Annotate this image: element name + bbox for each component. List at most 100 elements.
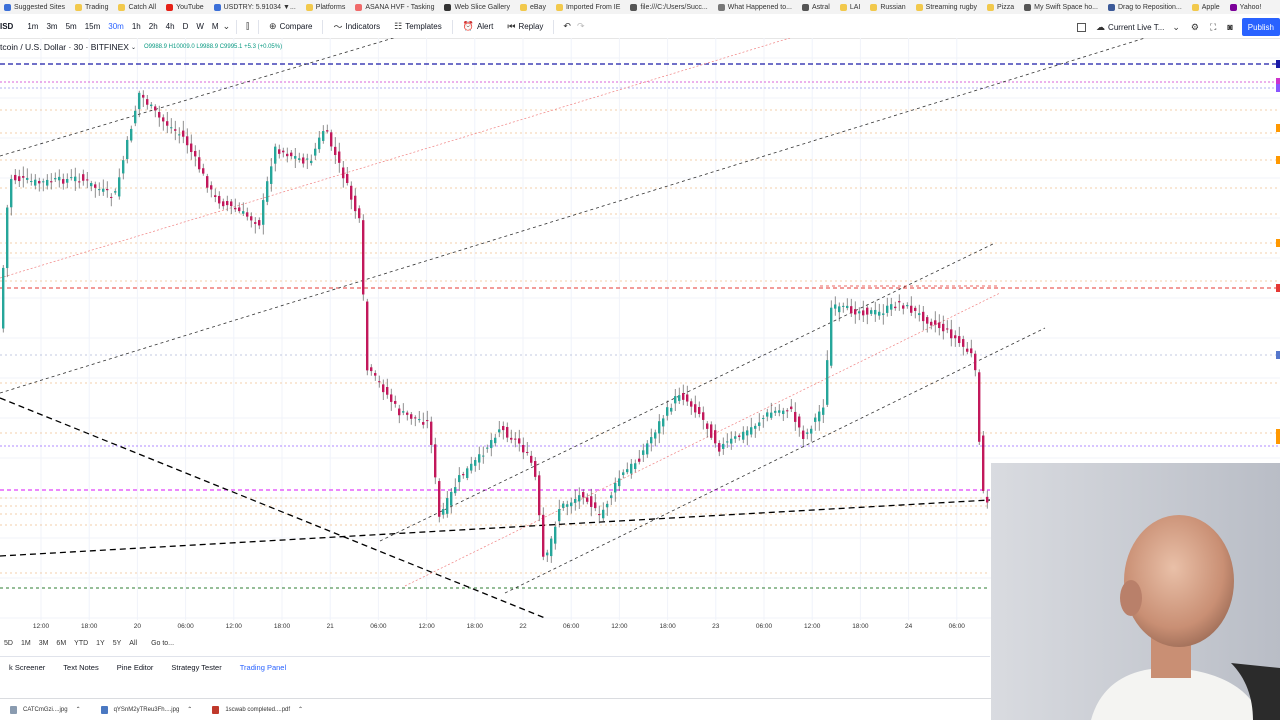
camera-icon[interactable]: ◙ — [1227, 22, 1233, 32]
trend-line[interactable] — [404, 292, 1001, 587]
bookmark-item[interactable]: Apple — [1188, 3, 1226, 11]
tab-pine-editor[interactable]: Pine Editor — [116, 663, 154, 672]
timeframe-W[interactable]: W — [196, 22, 204, 31]
timeframe-3m[interactable]: 3m — [46, 22, 58, 31]
redo-icon[interactable]: ↷ — [576, 21, 585, 31]
layout-name[interactable]: Current Live T... — [1108, 22, 1165, 32]
candle-body — [94, 184, 97, 188]
range-5y[interactable]: 5Y — [112, 639, 122, 647]
range-ytd[interactable]: YTD — [74, 639, 89, 647]
gear-icon[interactable]: ⚙ — [1190, 21, 1199, 32]
bookmark-label: Drag to Reposition... — [1117, 3, 1182, 11]
price-chart[interactable] — [0, 38, 1280, 620]
timeframe-2h[interactable]: 2h — [148, 22, 158, 31]
goto-date-button[interactable]: Go to... — [151, 639, 175, 647]
trend-line[interactable] — [0, 499, 991, 557]
bookmark-item[interactable]: Imported From IE — [552, 3, 626, 11]
timeframe-M[interactable]: M — [211, 22, 219, 31]
bookmark-item[interactable]: Web Slice Gallery — [440, 3, 516, 11]
timeframe-1m[interactable]: 1m — [27, 22, 39, 31]
bookmark-item[interactable]: Pizza — [983, 3, 1020, 11]
range-1y[interactable]: 1Y — [96, 639, 105, 647]
time-tick-label: 06:00 — [755, 623, 773, 630]
bookmark-item[interactable]: eBay — [516, 3, 552, 11]
timeframe-30m[interactable]: 30m — [108, 22, 124, 31]
chevron-down-icon[interactable]: ⌄ — [130, 44, 136, 51]
trend-line[interactable] — [504, 327, 1046, 594]
bookmark-item[interactable]: file:///C:/Users/Succ... — [626, 3, 713, 11]
timeframe-5m[interactable]: 5m — [65, 22, 77, 31]
bookmark-item[interactable]: What Happened to... — [714, 3, 798, 11]
candle-body — [710, 424, 713, 438]
chart-grid — [0, 38, 1280, 620]
time-tick-label: 24 — [904, 623, 913, 630]
bookmark-item[interactable]: LAI — [836, 3, 867, 11]
download-item[interactable]: 1scwab completed....pdf ⌃ — [202, 705, 313, 714]
bookmark-item[interactable]: YouTube — [162, 3, 210, 11]
timeframe-D[interactable]: D — [182, 22, 189, 31]
candles-icon[interactable]: ⫿ — [246, 21, 250, 31]
bookmark-icon — [74, 3, 82, 11]
candle-body — [82, 174, 85, 181]
templates-button[interactable]: ☷ Templates — [387, 21, 449, 32]
chevron-up-icon[interactable]: ⌃ — [187, 707, 193, 713]
symbol-search[interactable]: ISD — [0, 22, 14, 31]
range-5d[interactable]: 5D — [4, 639, 13, 647]
bookmark-item[interactable]: My Swift Space ho... — [1020, 3, 1104, 11]
candle-body — [182, 130, 185, 137]
compare-button[interactable]: ⊕ Compare — [262, 21, 319, 32]
chevron-down-icon[interactable]: ⌄ — [1172, 21, 1180, 32]
bookmark-icon — [118, 3, 126, 11]
bookmark-item[interactable]: Drag to Reposition... — [1104, 3, 1188, 11]
undo-icon[interactable]: ↶ — [563, 21, 571, 31]
bookmark-icon — [1107, 3, 1115, 11]
bookmark-item[interactable]: Yahoo! — [1226, 3, 1268, 11]
bookmark-item[interactable]: ASANA HVF - Tasking — [351, 3, 440, 11]
range-1m[interactable]: 1M — [20, 639, 31, 647]
chevron-up-icon[interactable]: ⌃ — [75, 707, 81, 713]
replay-button[interactable]: ⏮ Replay — [500, 21, 550, 32]
timeframe-15m[interactable]: 15m — [84, 22, 101, 31]
candle-body — [134, 110, 137, 124]
chevron-down-icon[interactable]: ⌄ — [222, 21, 231, 31]
candle-body — [546, 552, 549, 556]
candle-body — [934, 320, 937, 325]
bookmark-item[interactable]: Catch All — [114, 3, 162, 11]
download-item[interactable]: qYSnM2yTReu3Fh....jpg ⌃ — [91, 705, 203, 714]
tab-text-notes[interactable]: Text Notes — [63, 663, 99, 672]
timeframe-1h[interactable]: 1h — [131, 22, 141, 31]
bookmark-item[interactable]: Streaming rugby — [912, 3, 983, 11]
time-axis[interactable]: 12:00 18:00 20 06:00 12:00 18:00 21 06:00 12:00 1… — [0, 620, 990, 634]
bookmark-item[interactable]: Trading — [71, 3, 114, 11]
chevron-up-icon[interactable]: ⌃ — [298, 707, 304, 713]
time-tick-label: 21 — [326, 623, 334, 630]
tab-k-screener[interactable]: k Screener — [9, 663, 46, 672]
tab-trading-panel[interactable]: Trading Panel — [239, 663, 287, 672]
trend-line[interactable] — [0, 38, 791, 279]
bookmark-item[interactable]: USDTRY: 5.91034 ▼... — [210, 3, 302, 11]
candle-body — [318, 137, 321, 150]
download-item[interactable]: CATCmGzi....jpg ⌃ — [0, 705, 91, 714]
bookmark-item[interactable]: Platforms — [302, 3, 352, 11]
candle-body — [358, 208, 361, 219]
alert-button[interactable]: ⏰ Alert — [456, 21, 501, 32]
bookmark-item[interactable]: Suggested Sites — [0, 3, 71, 11]
symbol-title[interactable]: tcoin / U.S. Dollar · 30 · BITFINEX — [0, 42, 129, 52]
bookmark-item[interactable]: Russian — [866, 3, 911, 11]
price-scale-marker — [1276, 124, 1280, 132]
range-6m[interactable]: 6M — [56, 639, 67, 647]
timeframe-4h[interactable]: 4h — [165, 22, 175, 31]
layout-square-icon[interactable] — [1077, 22, 1087, 32]
indicators-button[interactable]: 〜 Indicators — [326, 20, 387, 33]
candle-body — [302, 157, 305, 164]
publish-button[interactable]: Publish — [1241, 18, 1280, 36]
fullscreen-icon[interactable]: ⛶ — [1210, 21, 1217, 32]
candle-body — [470, 463, 473, 471]
bookmark-item[interactable]: Astral — [798, 3, 836, 11]
range-all[interactable]: All — [129, 639, 138, 647]
trend-line[interactable] — [0, 38, 400, 157]
trend-line[interactable] — [0, 38, 1146, 394]
tab-strategy-tester[interactable]: Strategy Tester — [171, 663, 222, 672]
range-3m[interactable]: 3M — [38, 639, 49, 647]
trend-line[interactable] — [0, 397, 546, 619]
